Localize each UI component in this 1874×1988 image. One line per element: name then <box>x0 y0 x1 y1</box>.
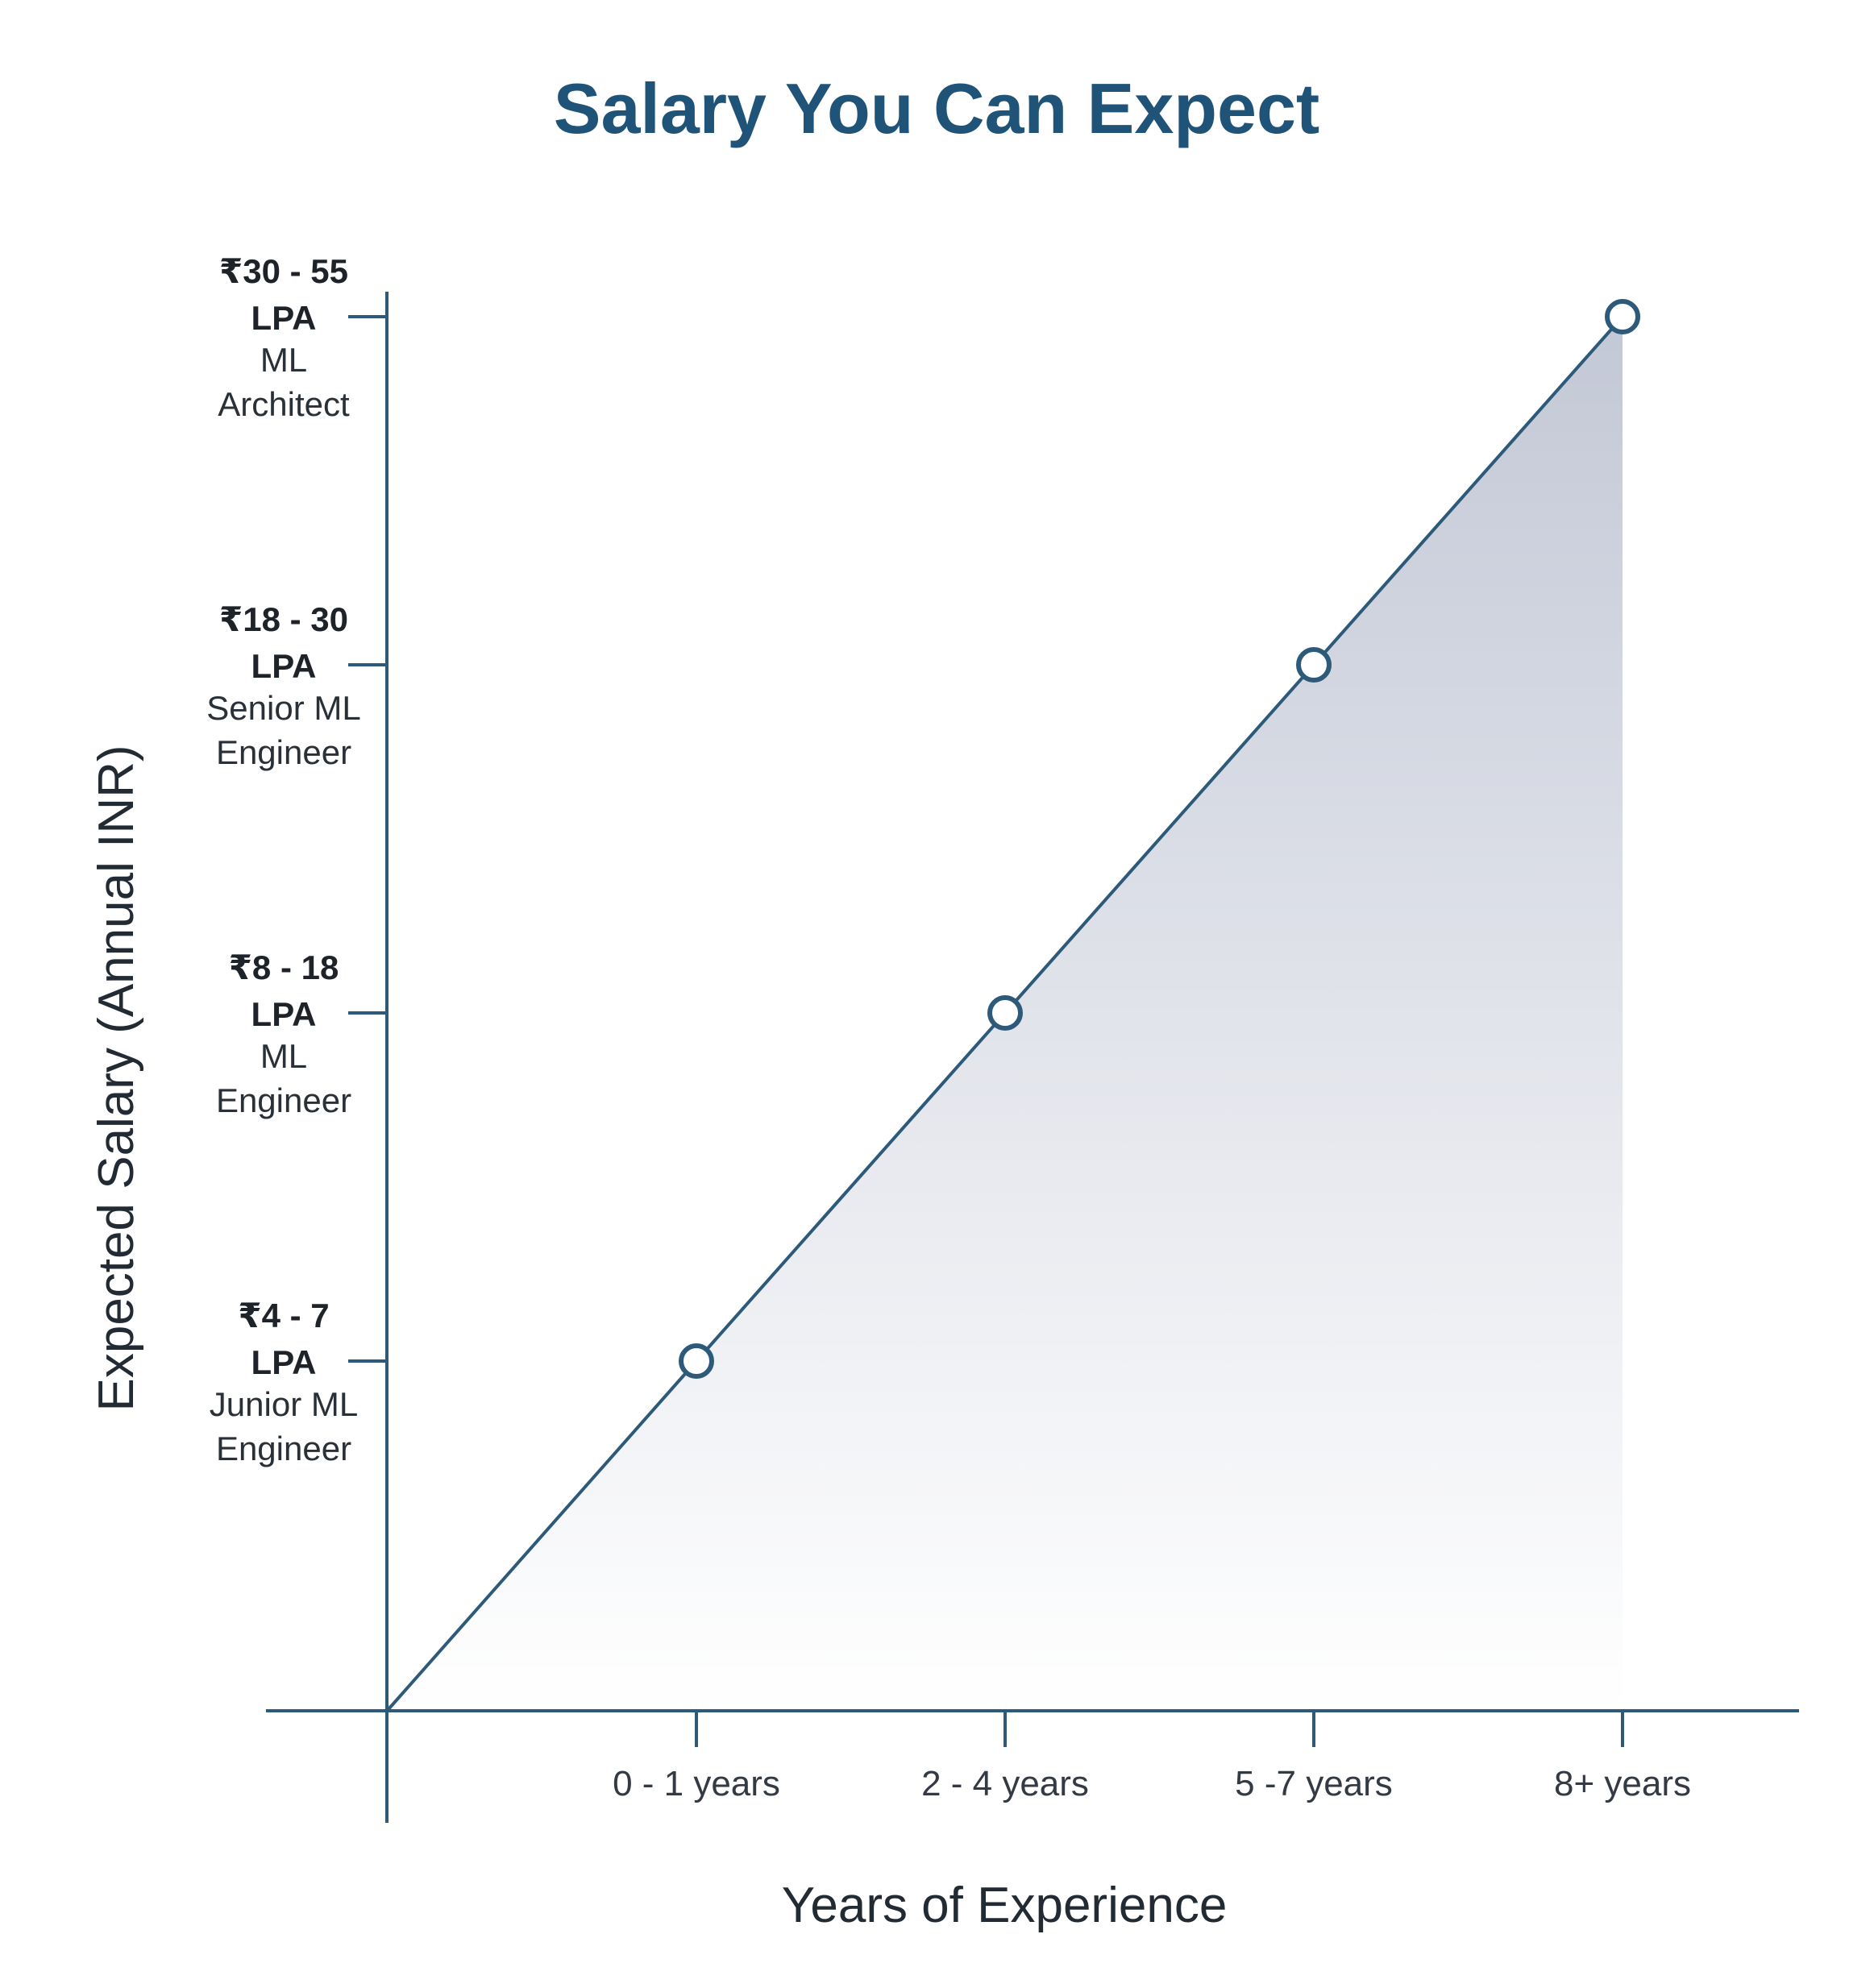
data-point-3 <box>1296 647 1332 683</box>
y-tick-unit: LPA <box>251 299 317 337</box>
y-tick-role: ML <box>260 1037 307 1075</box>
data-point-1 <box>679 1343 714 1379</box>
y-tick-role: Senior ML <box>206 689 360 727</box>
data-point-4 <box>1605 299 1640 334</box>
y-tick-range: ₹4 - 7 <box>238 1297 329 1334</box>
y-tick-role: Engineer <box>216 1430 351 1467</box>
y-tick-role: Junior ML <box>210 1385 358 1423</box>
x-tick-label: 5 -7 years <box>1235 1764 1393 1803</box>
y-tick-role: Engineer <box>216 1081 351 1119</box>
y-tick-unit: LPA <box>251 647 317 685</box>
y-axis-title: Expected Salary (Annual INR) <box>89 745 144 1411</box>
x-tick-label: 2 - 4 years <box>921 1764 1089 1803</box>
y-tick-role: ML <box>260 341 307 379</box>
y-tick-unit: LPA <box>251 1343 317 1381</box>
y-tick-range: ₹30 - 55 <box>219 252 348 290</box>
y-tick-range: ₹8 - 18 <box>229 948 339 986</box>
y-tick-unit: LPA <box>251 995 317 1033</box>
x-axis-title: Years of Experience <box>782 1878 1228 1933</box>
data-point-2 <box>987 995 1023 1031</box>
x-tick-label: 8+ years <box>1554 1764 1691 1803</box>
chart-title: Salary You Can Expect <box>554 68 1319 148</box>
x-tick-label: 0 - 1 years <box>613 1764 780 1803</box>
y-tick-role: Engineer <box>216 733 351 771</box>
y-tick-role: Architect <box>218 385 350 423</box>
y-tick-range: ₹18 - 30 <box>219 600 348 638</box>
